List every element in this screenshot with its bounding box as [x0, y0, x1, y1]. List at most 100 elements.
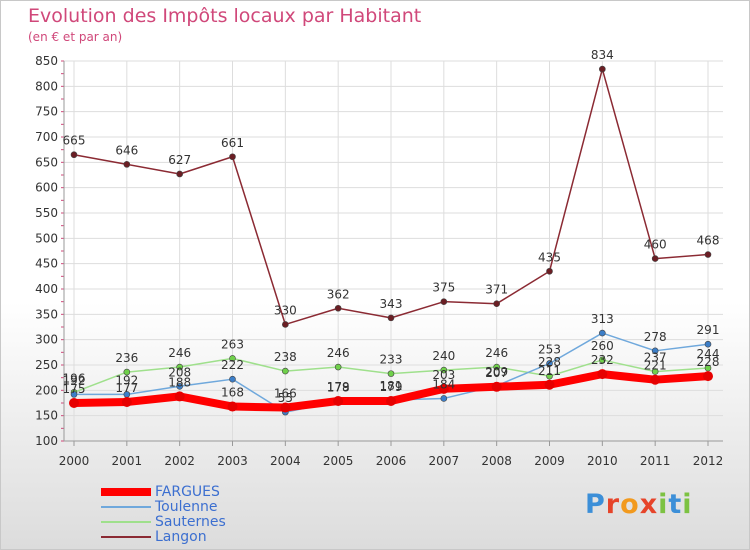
x-tick-label: 2000 [59, 454, 90, 468]
x-tick-label: 2002 [164, 454, 195, 468]
x-tick-label: 2006 [376, 454, 407, 468]
brand-logo-letter: i [658, 489, 669, 520]
y-tick-label: 650 [35, 155, 58, 169]
data-point-toulenne [176, 382, 183, 390]
data-point-sauternes [123, 368, 131, 376]
data-label-fargues: 203 [432, 368, 455, 382]
data-label-langon: 371 [485, 283, 508, 297]
data-point-fargues [438, 383, 449, 394]
data-label-langon: 834 [591, 48, 614, 62]
data-label-sauternes: 260 [591, 339, 614, 353]
brand-logo-letter: t [668, 489, 683, 520]
data-label-sauternes: 246 [327, 346, 350, 360]
data-label-toulenne: 178 [327, 380, 350, 394]
data-point-fargues [69, 398, 79, 408]
data-label-langon: 665 [63, 134, 86, 148]
data-label-fargues: 211 [538, 364, 561, 378]
y-tick-label: 100 [35, 434, 58, 448]
x-tick-label: 2012 [693, 454, 724, 468]
data-label-sauternes: 240 [432, 349, 455, 363]
legend-swatch-langon [101, 536, 151, 538]
y-tick-label: 300 [35, 333, 58, 347]
data-label-fargues: 232 [591, 353, 614, 367]
data-label-langon: 435 [538, 250, 561, 264]
data-label-langon: 646 [115, 143, 138, 157]
data-point-fargues [280, 402, 291, 413]
data-point-langon [229, 153, 236, 161]
data-label-sauternes: 233 [380, 353, 403, 367]
data-point-langon [440, 298, 448, 305]
data-point-sauternes [334, 363, 342, 371]
legend-label-sauternes: Sauternes [155, 514, 226, 530]
x-tick-label: 2003 [217, 454, 248, 468]
data-label-sauternes: 246 [485, 346, 508, 360]
data-label-toulenne: 192 [63, 373, 86, 387]
data-label-toulenne: 313 [591, 312, 614, 326]
y-tick-label: 600 [35, 181, 58, 195]
legend-label-fargues: FARGUES [155, 484, 220, 500]
data-label-langon: 460 [644, 238, 667, 252]
y-tick-label: 800 [35, 79, 58, 93]
y-tick-label: 850 [35, 54, 58, 68]
data-label-fargues: 179 [380, 380, 403, 394]
data-point-langon [176, 170, 183, 178]
x-tick-label: 2001 [112, 454, 143, 468]
data-label-toulenne: 55 [278, 391, 293, 405]
brand-logo-letter: r [605, 489, 621, 520]
data-label-sauternes: 246 [168, 346, 191, 360]
data-point-langon [546, 267, 553, 275]
data-label-sauternes: 236 [115, 351, 138, 365]
data-label-fargues: 221 [644, 359, 667, 373]
x-tick-label: 2011 [640, 454, 671, 468]
x-tick-label: 2004 [270, 454, 301, 468]
data-label-toulenne: 222 [221, 358, 244, 372]
data-point-sauternes [387, 370, 395, 377]
data-label-langon: 343 [380, 297, 403, 311]
data-label-sauternes: 238 [274, 350, 297, 364]
data-label-fargues: 228 [697, 355, 720, 369]
x-tick-label: 2010 [587, 454, 618, 468]
data-point-langon [651, 255, 659, 262]
data-point-fargues [703, 371, 713, 382]
data-point-sauternes [599, 356, 606, 364]
data-label-toulenne: 253 [538, 342, 561, 356]
data-point-sauternes [704, 364, 712, 372]
legend-swatch-fargues [101, 488, 151, 496]
data-label-toulenne: 181 [380, 379, 403, 393]
data-point-langon [70, 151, 78, 159]
data-point-fargues [491, 381, 502, 392]
data-label-sauternes: 237 [644, 351, 667, 365]
y-tick-label: 700 [35, 130, 58, 144]
data-label-langon: 468 [697, 234, 720, 248]
data-point-toulenne [704, 340, 712, 348]
data-label-fargues: 179 [327, 380, 350, 394]
data-point-langon [599, 65, 606, 73]
data-label-toulenne: 278 [644, 330, 667, 344]
data-point-fargues [174, 391, 185, 402]
data-point-fargues [121, 396, 132, 407]
data-point-fargues [386, 395, 396, 406]
data-label-toulenne: 209 [485, 365, 508, 379]
y-tick-label: 400 [35, 282, 58, 296]
data-point-langon [123, 161, 131, 168]
chart-title: Evolution des Impôts locaux par Habitant [28, 5, 422, 27]
data-label-langon: 362 [327, 287, 350, 301]
data-label-sauternes: 196 [63, 371, 86, 385]
data-point-sauternes [282, 367, 289, 375]
data-label-fargues: 168 [221, 386, 244, 400]
data-label-sauternes: 244 [697, 347, 720, 361]
x-tick-label: 2007 [429, 454, 460, 468]
brand-logo-letter: P [585, 489, 606, 520]
data-point-langon [334, 304, 342, 312]
data-point-sauternes [493, 363, 500, 371]
y-tick-label: 350 [35, 307, 58, 321]
data-point-fargues [227, 401, 238, 412]
data-point-toulenne [599, 329, 606, 337]
data-label-langon: 627 [168, 153, 191, 167]
data-point-sauternes [546, 372, 553, 380]
data-label-langon: 330 [274, 303, 297, 317]
y-tick-label: 750 [35, 105, 58, 119]
y-tick-label: 150 [35, 409, 58, 423]
data-label-sauternes: 263 [221, 337, 244, 351]
